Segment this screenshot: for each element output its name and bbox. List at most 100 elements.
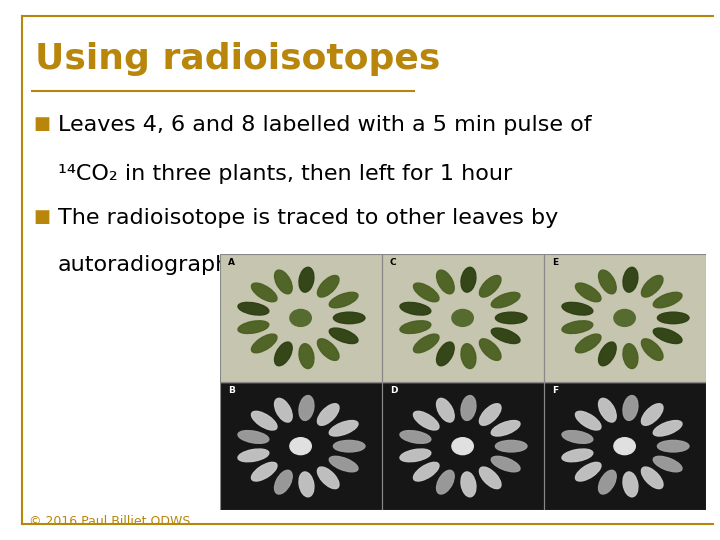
Bar xyxy=(544,254,706,382)
Bar xyxy=(220,254,382,382)
Ellipse shape xyxy=(575,334,601,353)
Ellipse shape xyxy=(642,404,663,426)
Ellipse shape xyxy=(400,302,431,315)
Text: ¹⁴CO₂ in three plants, then left for 1 hour: ¹⁴CO₂ in three plants, then left for 1 h… xyxy=(58,164,513,184)
Bar xyxy=(544,382,706,510)
Ellipse shape xyxy=(461,395,476,421)
Ellipse shape xyxy=(333,312,365,323)
Bar xyxy=(544,254,706,382)
Bar xyxy=(544,382,706,510)
Ellipse shape xyxy=(642,339,663,360)
Ellipse shape xyxy=(562,321,593,334)
Circle shape xyxy=(290,309,311,326)
Bar xyxy=(382,254,544,382)
Text: ■: ■ xyxy=(33,115,50,133)
Ellipse shape xyxy=(274,470,292,494)
Ellipse shape xyxy=(436,470,454,494)
Ellipse shape xyxy=(274,399,292,422)
Ellipse shape xyxy=(562,449,593,462)
Text: A: A xyxy=(228,258,235,267)
Ellipse shape xyxy=(653,292,682,308)
Text: E: E xyxy=(552,258,558,267)
Text: Leaves 4, 6 and 8 labelled with a 5 min pulse of: Leaves 4, 6 and 8 labelled with a 5 min … xyxy=(58,115,592,135)
Ellipse shape xyxy=(333,441,365,452)
Bar xyxy=(220,382,382,510)
Ellipse shape xyxy=(251,334,277,353)
Bar xyxy=(382,382,544,510)
Ellipse shape xyxy=(653,456,682,472)
Ellipse shape xyxy=(642,467,663,489)
Ellipse shape xyxy=(491,292,520,308)
Ellipse shape xyxy=(461,343,476,369)
Ellipse shape xyxy=(623,267,638,292)
Bar xyxy=(220,254,382,382)
Ellipse shape xyxy=(480,275,501,297)
Ellipse shape xyxy=(238,302,269,315)
Ellipse shape xyxy=(623,343,638,369)
Ellipse shape xyxy=(329,421,358,436)
Ellipse shape xyxy=(251,283,277,302)
Ellipse shape xyxy=(575,283,601,302)
Ellipse shape xyxy=(299,267,314,292)
Ellipse shape xyxy=(562,430,593,443)
Ellipse shape xyxy=(318,404,339,426)
Ellipse shape xyxy=(653,421,682,436)
Text: Using radioisotopes: Using radioisotopes xyxy=(35,43,441,76)
Ellipse shape xyxy=(299,343,314,369)
Circle shape xyxy=(614,438,635,455)
Circle shape xyxy=(614,309,635,326)
Ellipse shape xyxy=(653,328,682,343)
Ellipse shape xyxy=(657,312,689,323)
Ellipse shape xyxy=(299,395,314,421)
Ellipse shape xyxy=(495,441,527,452)
Ellipse shape xyxy=(274,270,292,294)
Ellipse shape xyxy=(413,283,439,302)
Bar xyxy=(220,382,382,510)
Ellipse shape xyxy=(598,270,616,294)
Ellipse shape xyxy=(575,462,601,481)
Text: © 2016 Paul Billiet ODWS: © 2016 Paul Billiet ODWS xyxy=(29,515,190,528)
Ellipse shape xyxy=(329,328,358,343)
Circle shape xyxy=(452,438,473,455)
Text: C: C xyxy=(390,258,396,267)
Ellipse shape xyxy=(329,456,358,472)
Ellipse shape xyxy=(436,399,454,422)
Ellipse shape xyxy=(400,449,431,462)
Ellipse shape xyxy=(318,339,339,360)
Ellipse shape xyxy=(413,411,439,430)
Ellipse shape xyxy=(274,342,292,366)
Ellipse shape xyxy=(238,449,269,462)
Ellipse shape xyxy=(642,275,663,297)
Ellipse shape xyxy=(251,462,277,481)
Bar xyxy=(382,382,544,510)
Ellipse shape xyxy=(318,275,339,297)
Ellipse shape xyxy=(657,441,689,452)
Text: D: D xyxy=(390,386,397,395)
Ellipse shape xyxy=(480,467,501,489)
Text: autoradiography.: autoradiography. xyxy=(58,255,247,275)
Ellipse shape xyxy=(491,421,520,436)
Ellipse shape xyxy=(461,267,476,292)
Ellipse shape xyxy=(562,302,593,315)
Text: B: B xyxy=(228,386,235,395)
Text: The radioisotope is traced to other leaves by: The radioisotope is traced to other leav… xyxy=(58,208,558,228)
Bar xyxy=(382,254,544,382)
Ellipse shape xyxy=(623,472,638,497)
Ellipse shape xyxy=(400,430,431,443)
Ellipse shape xyxy=(598,342,616,366)
Ellipse shape xyxy=(251,411,277,430)
Ellipse shape xyxy=(299,472,314,497)
Ellipse shape xyxy=(329,292,358,308)
Ellipse shape xyxy=(598,399,616,422)
Text: F: F xyxy=(552,386,558,395)
Ellipse shape xyxy=(436,270,454,294)
Circle shape xyxy=(290,438,311,455)
Ellipse shape xyxy=(491,456,520,472)
Ellipse shape xyxy=(461,472,476,497)
Ellipse shape xyxy=(413,462,439,481)
Ellipse shape xyxy=(495,312,527,323)
Ellipse shape xyxy=(400,321,431,334)
Circle shape xyxy=(452,309,473,326)
Ellipse shape xyxy=(480,404,501,426)
Ellipse shape xyxy=(436,342,454,366)
